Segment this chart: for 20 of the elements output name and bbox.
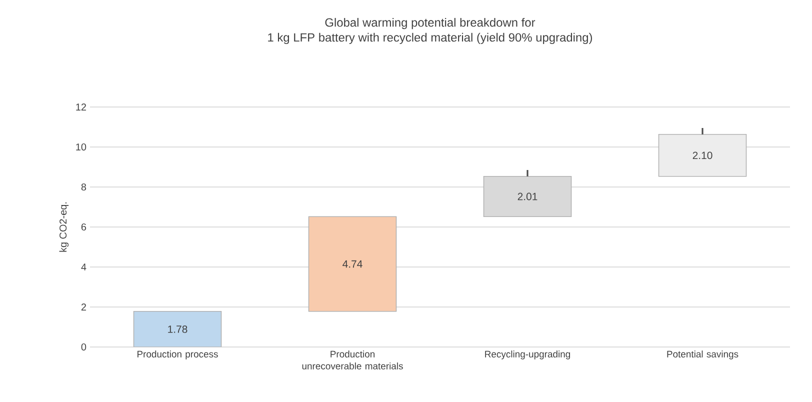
bar [658,134,747,177]
y-tick-label: 2 [81,304,86,310]
bar [483,176,572,217]
y-axis-title: kg CO2-eq. [59,202,69,252]
y-tick-label: 10 [76,143,86,151]
data-label: 2.01 [518,192,538,200]
x-tick-label: Production process [138,350,218,360]
x-tick-label: Recycling-upgrading [485,350,570,360]
y-tick-label: 12 [76,104,86,110]
data-label: 1.78 [168,326,188,333]
x-tick-label: Potential savings [667,350,738,360]
chart-title: Global warming potential breakdown for 1 kg LFP battery with recycled material (yield 90% upgrading) [268,18,592,44]
y-tick-label: 4 [81,264,86,270]
data-label: 2.10 [692,152,712,160]
y-tick-label: 8 [81,183,86,191]
x-tick-label: Production unrecoverable materials [302,350,403,370]
data-label: 4.74 [342,260,362,268]
y-tick-label: 6 [81,223,86,231]
bar [308,216,397,312]
y-tick-label: 0 [81,343,86,351]
